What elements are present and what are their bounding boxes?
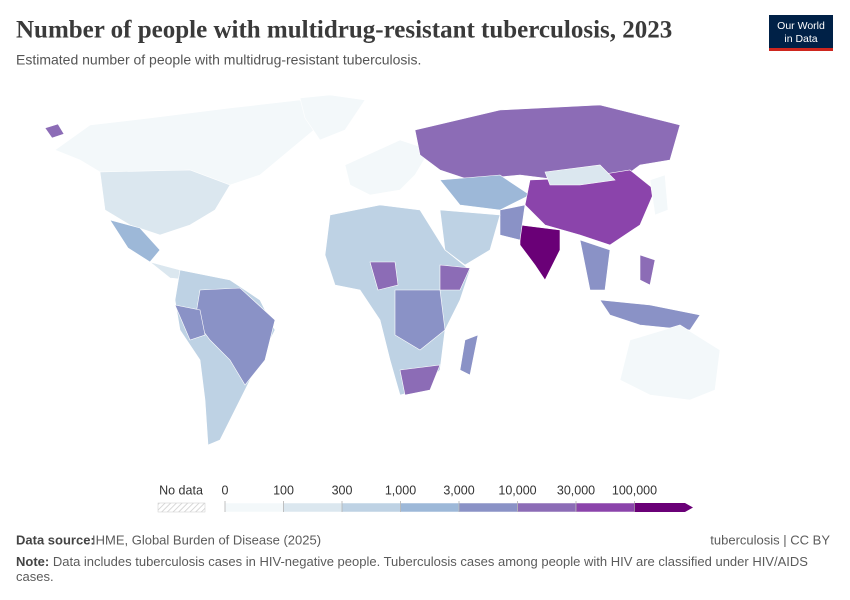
note-text: Data includes tuberculosis cases in HIV-… [16, 554, 808, 584]
legend-tick-label: 1,000 [385, 483, 416, 497]
mongolia [544, 164, 616, 186]
legend-bin [575, 502, 635, 513]
peru [174, 304, 206, 341]
nigeria [369, 261, 399, 291]
world-map [44, 94, 721, 446]
legend-bin [224, 502, 284, 513]
legend-tick-label: 100 [273, 483, 294, 497]
note-label: Note: [16, 554, 50, 569]
logo-box [769, 15, 833, 51]
legend-tick-label: 3,000 [443, 483, 474, 497]
legend-tick-label: 0 [222, 483, 229, 497]
legend-tick-label: 300 [332, 483, 353, 497]
central-asia [439, 174, 531, 211]
logo-text: in Data [784, 33, 817, 45]
mexico [109, 219, 161, 263]
legend-bin [458, 502, 518, 513]
logo-text: Our World [777, 20, 825, 32]
legend-tick-label: 10,000 [498, 483, 536, 497]
legend-bin [400, 502, 460, 513]
southeast-asia [579, 239, 611, 291]
logo-bar [769, 48, 833, 51]
legend-bin [341, 502, 401, 513]
note: Note: Data includes tuberculosis cases i… [16, 554, 826, 584]
legend-tick-label: 30,000 [557, 483, 595, 497]
title: Number of people with multidrug-resistan… [16, 17, 672, 44]
india [519, 224, 561, 281]
legend-bin [517, 502, 577, 513]
source-label: Data source: [16, 532, 95, 547]
russia [414, 104, 681, 181]
legend-tick-label: 100,000 [612, 483, 657, 497]
central-africa [394, 289, 446, 351]
middle-east [439, 209, 501, 266]
usa [99, 169, 231, 236]
europe [344, 139, 431, 196]
australia [619, 324, 721, 401]
south-africa [399, 364, 441, 396]
greenland [299, 94, 366, 141]
subtitle: Estimated number of people with multidru… [16, 52, 421, 68]
madagascar [459, 334, 479, 376]
no-data-label: No data [159, 483, 203, 497]
legend-bin [634, 503, 693, 512]
legend-bin [283, 502, 343, 513]
license: tuberculosis | CC BY [710, 532, 830, 547]
japan [649, 174, 669, 216]
source: IHME, Global Burden of Disease (2025) [92, 532, 321, 547]
pakistan [499, 204, 526, 241]
indonesia [599, 299, 701, 331]
ethiopia [439, 264, 471, 291]
philippines [639, 254, 656, 286]
alaska-region [44, 123, 65, 139]
no-data-swatch [157, 502, 206, 513]
